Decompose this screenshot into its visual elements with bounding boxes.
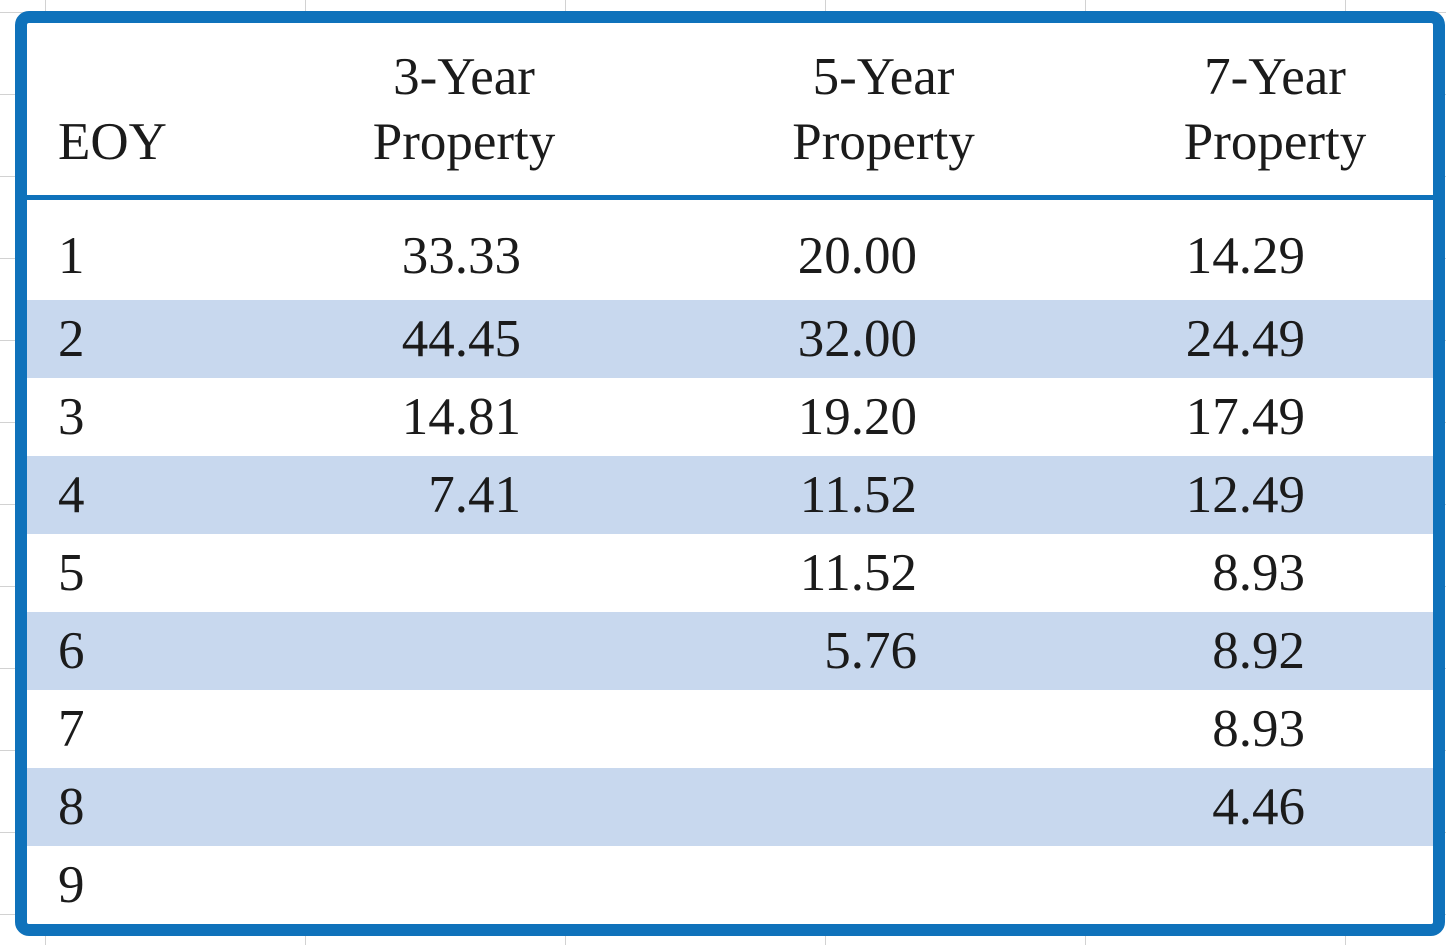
table-row-8: 8 4.46 [27, 768, 1433, 846]
value-cell-5yr: 32.00 [797, 310, 917, 368]
value-cell-3yr: 7.41 [428, 466, 521, 524]
value-cell-7yr: 17.49 [1185, 388, 1305, 446]
table-row-2: 2 44.45 32.00 24.49 [27, 300, 1433, 378]
table-row-7: 7 8.93 [27, 690, 1433, 768]
value-cell-7yr: 8.93 [1212, 544, 1305, 602]
eoy-cell: 6 [58, 622, 85, 680]
macrs-depreciation-table: EOY 3-Year Property 5-Year Property 7-Ye… [15, 11, 1445, 936]
header-7yr-line2: Property [1183, 113, 1367, 171]
header-cell-eoy: EOY [58, 113, 167, 171]
eoy-cell: 2 [58, 310, 85, 368]
eoy-cell: 1 [58, 227, 85, 285]
header-7yr-line1: 7-Year [1204, 48, 1346, 106]
value-cell-7yr: 4.46 [1212, 778, 1305, 836]
header-5yr-line2: Property [792, 113, 975, 171]
eoy-cell: 9 [58, 856, 85, 914]
value-cell-7yr: 14.29 [1185, 227, 1305, 285]
table-header-row: EOY 3-Year Property 5-Year Property 7-Ye… [27, 23, 1433, 195]
header-3yr-line2: Property [372, 113, 556, 171]
value-cell-5yr: 19.20 [797, 388, 917, 446]
header-cell-7yr-property: 7-Year Property [1042, 45, 1424, 175]
table-row-3: 3 14.81 19.20 17.49 [27, 378, 1433, 456]
table-row-4: 4 7.41 11.52 12.49 [27, 456, 1433, 534]
value-cell-3yr: 14.81 [401, 388, 521, 446]
header-divider-rule [27, 195, 1433, 200]
table-row-6: 6 5.76 8.92 [27, 612, 1433, 690]
value-cell-7yr: 24.49 [1185, 310, 1305, 368]
value-cell-7yr: 8.93 [1212, 700, 1305, 758]
eoy-cell: 7 [58, 700, 85, 758]
value-cell-5yr: 20.00 [797, 227, 917, 285]
eoy-cell: 3 [58, 388, 85, 446]
header-cell-5yr-property: 5-Year Property [647, 45, 1042, 175]
header-3yr-line1: 3-Year [393, 48, 535, 106]
eoy-cell: 4 [58, 466, 85, 524]
eoy-cell: 8 [58, 778, 85, 836]
header-cell-3yr-property: 3-Year Property [247, 45, 647, 175]
table-row-9: 9 [27, 846, 1433, 924]
value-cell-5yr: 11.52 [799, 544, 917, 602]
table-row-1: 1 33.33 20.00 14.29 [27, 200, 1433, 300]
value-cell-3yr: 33.33 [401, 227, 521, 285]
value-cell-5yr: 5.76 [824, 622, 917, 680]
table-row-5: 5 11.52 8.93 [27, 534, 1433, 612]
value-cell-7yr: 12.49 [1185, 466, 1305, 524]
eoy-cell: 5 [58, 544, 85, 602]
value-cell-5yr: 11.52 [799, 466, 917, 524]
value-cell-7yr: 8.92 [1212, 622, 1305, 680]
value-cell-3yr: 44.45 [401, 310, 521, 368]
table-body: 1 33.33 20.00 14.29 2 44.45 32.00 24.49 … [27, 200, 1433, 924]
header-5yr-line1: 5-Year [812, 48, 955, 106]
